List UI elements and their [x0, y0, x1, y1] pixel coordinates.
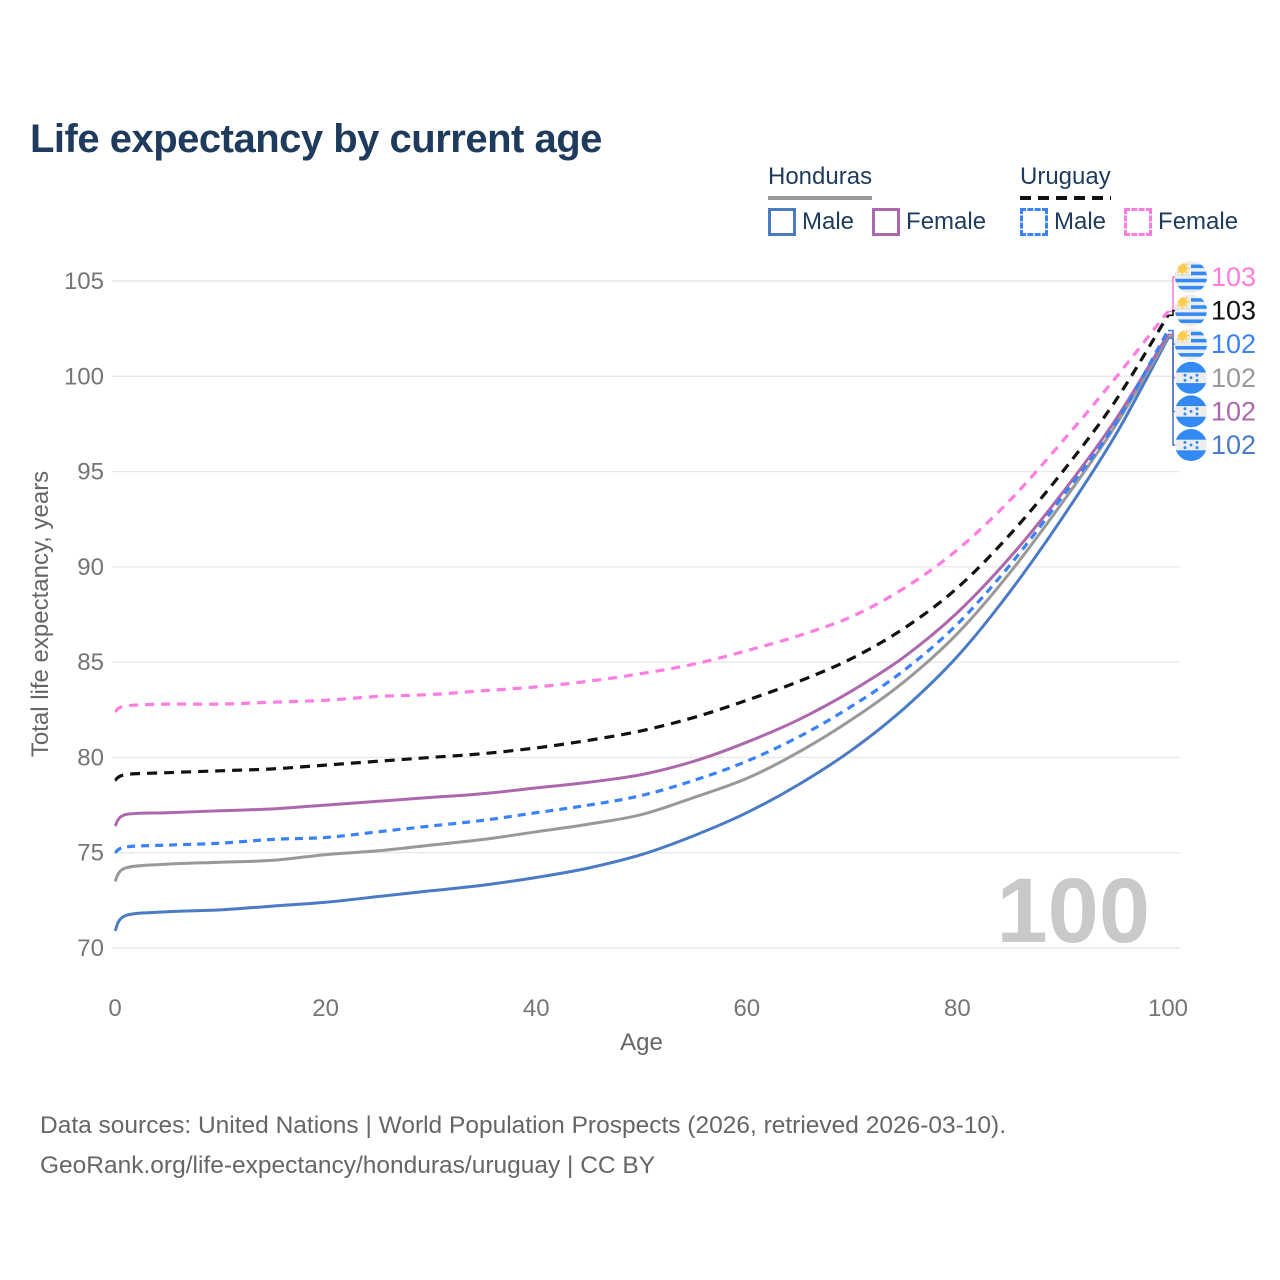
y-tick-label: 75 — [77, 840, 104, 867]
uruguay-male-end-label: 102 — [1211, 329, 1256, 359]
honduras-female-line — [113, 333, 1170, 828]
legend-group-title-honduras: Honduras — [768, 163, 873, 190]
x-tick-label: 80 — [944, 995, 971, 1022]
footer: Data sources: United Nations | World Pop… — [40, 1106, 1006, 1186]
uruguay-female-swatch — [1124, 208, 1153, 236]
y-tick-label: 90 — [77, 554, 104, 581]
uruguay-flag-icon — [1175, 261, 1207, 293]
legend-group-honduras: Honduras Male Female — [768, 163, 986, 236]
y-tick-label: 70 — [77, 935, 104, 962]
honduras-female-swatch — [872, 208, 901, 236]
uruguay-female-end-label: 103 — [1211, 262, 1256, 292]
legend-item-label: Female — [1158, 208, 1239, 235]
y-tick-label: 100 — [64, 363, 104, 390]
x-tick-label: 0 — [108, 995, 121, 1022]
uruguay-flag-icon — [1175, 294, 1207, 327]
legend-item-label: Female — [906, 208, 987, 235]
legend-item-honduras-male[interactable]: Male — [768, 208, 854, 236]
x-axis-title: Age — [620, 1029, 663, 1056]
honduras-male-label-connector — [1168, 337, 1177, 446]
legend-item-honduras-female[interactable]: Female — [872, 208, 986, 236]
legend-item-label: Male — [1054, 208, 1107, 235]
uruguay-all-line-swatch — [1020, 196, 1111, 200]
y-tick-label: 95 — [77, 459, 104, 486]
page-title: Life expectancy by current age — [30, 116, 602, 161]
legend-item-uruguay-female[interactable]: Female — [1124, 208, 1238, 236]
age-counter-watermark: 100 — [997, 860, 1151, 962]
honduras-male-end-label: 102 — [1211, 430, 1256, 460]
honduras-all-line — [113, 335, 1170, 883]
legend-item-uruguay-male[interactable]: Male — [1020, 208, 1106, 236]
x-tick-label: 60 — [733, 995, 760, 1022]
uruguay-female-line — [114, 310, 1170, 714]
y-tick-label: 80 — [77, 744, 104, 771]
y-tick-label: 85 — [77, 649, 104, 676]
honduras-male-swatch — [768, 208, 796, 236]
legend-item-label: Male — [802, 208, 855, 235]
legend-group-title-uruguay: Uruguay — [1020, 163, 1111, 190]
x-tick-label: 100 — [1148, 995, 1188, 1022]
uruguay-flag-icon — [1175, 328, 1207, 361]
x-tick-label: 40 — [523, 995, 550, 1022]
y-axis-title: Total life expectancy, years — [27, 471, 54, 757]
x-tick-label: 20 — [312, 995, 339, 1022]
uruguay-male-line — [114, 329, 1170, 855]
honduras-all-end-label: 102 — [1211, 363, 1256, 393]
attribution-text: GeoRank.org/life-expectancy/honduras/uru… — [40, 1152, 656, 1179]
honduras-all-line-swatch — [768, 196, 873, 200]
honduras-female-end-label: 102 — [1211, 396, 1256, 426]
honduras-flag-icon — [1175, 395, 1207, 428]
legend-group-uruguay: Uruguay Male Female — [1020, 163, 1238, 236]
uruguay-all-end-label: 103 — [1211, 296, 1256, 326]
uruguay-male-swatch — [1020, 208, 1048, 236]
uruguay-all-line — [114, 314, 1170, 782]
honduras-male-line — [113, 337, 1170, 932]
y-tick-label: 105 — [64, 268, 104, 295]
data-sources-text: Data sources: United Nations | World Pop… — [40, 1112, 1007, 1139]
honduras-flag-icon — [1175, 429, 1207, 461]
honduras-flag-icon — [1175, 361, 1207, 394]
